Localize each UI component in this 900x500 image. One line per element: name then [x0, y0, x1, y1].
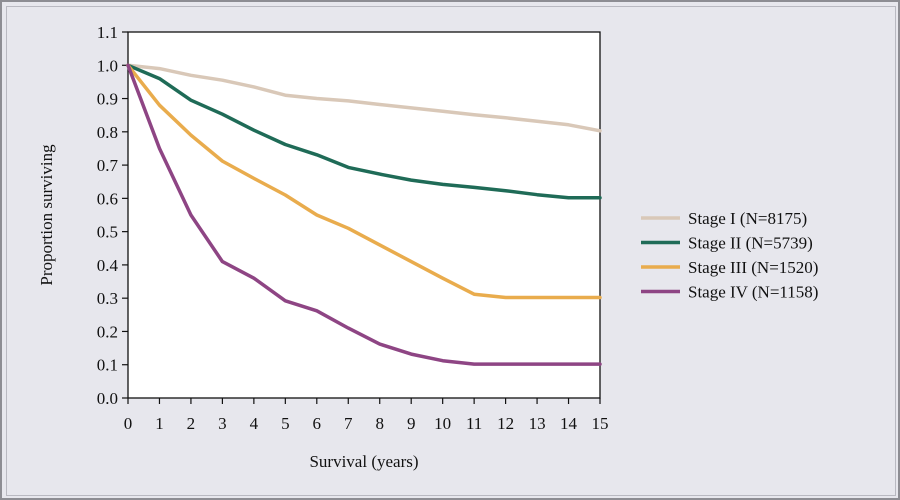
x-tick-label: 0 — [124, 414, 133, 433]
x-tick-label: 12 — [497, 414, 514, 433]
plot-area — [127, 31, 601, 399]
x-tick-label: 15 — [592, 414, 609, 433]
x-tick-label: 13 — [529, 414, 546, 433]
x-tick-label: 8 — [375, 414, 384, 433]
x-tick-label: 9 — [407, 414, 416, 433]
series-lines — [126, 63, 602, 366]
chart-frame-inner — [6, 6, 896, 496]
y-axis: 0.0 0.1 0.2 0.3 0.4 0.5 0.6 0.7 0.8 0.9 1.0 1.1 — [97, 23, 128, 408]
x-tick-label: 6 — [313, 414, 322, 433]
x-tick-label: 7 — [344, 414, 353, 433]
series-line-stage-4 — [126, 63, 602, 366]
x-tick-label: 14 — [560, 414, 578, 433]
x-tick-label: 10 — [434, 414, 451, 433]
y-tick-label: 0.5 — [97, 223, 118, 242]
x-tick-label: 4 — [250, 414, 259, 433]
x-tick-label: 2 — [187, 414, 196, 433]
legend-label-stage-4: Stage IV (N=1158) — [688, 283, 818, 302]
y-tick-label: 0.6 — [97, 189, 118, 208]
x-tick-label: 5 — [281, 414, 290, 433]
y-tick-label: 1.1 — [97, 23, 118, 42]
y-tick-label: 0.1 — [97, 356, 118, 375]
y-tick-label: 0.3 — [97, 289, 118, 308]
y-tick-label: 0.9 — [97, 90, 118, 109]
y-tick-label: 0.7 — [97, 156, 119, 175]
x-axis-title: Survival (years) — [309, 452, 418, 471]
y-tick-label: 0.8 — [97, 123, 118, 142]
y-tick-label: 0.4 — [97, 256, 119, 275]
y-tick-label: 0.2 — [97, 322, 118, 341]
x-tick-label: 3 — [218, 414, 227, 433]
x-axis: 0 1 2 3 4 5 6 7 8 9 10 11 12 13 14 15 — [124, 398, 609, 433]
series-line-stage-3 — [126, 63, 602, 300]
y-axis-title: Proportion surviving — [37, 144, 56, 286]
x-tick-label: 11 — [466, 414, 482, 433]
y-tick-label: 0.0 — [97, 389, 118, 408]
y-tick-label: 1.0 — [97, 56, 118, 75]
x-tick-label: 1 — [155, 414, 164, 433]
legend-label-stage-3: Stage III (N=1520) — [688, 258, 818, 277]
series-line-stage-2 — [126, 63, 602, 200]
series-line-stage-1 — [126, 63, 602, 133]
legend-label-stage-1: Stage I (N=8175) — [688, 209, 807, 228]
legend-label-stage-2: Stage II (N=5739) — [688, 234, 813, 253]
legend: Stage I (N=8175) Stage II (N=5739) Stage I… — [641, 209, 818, 302]
